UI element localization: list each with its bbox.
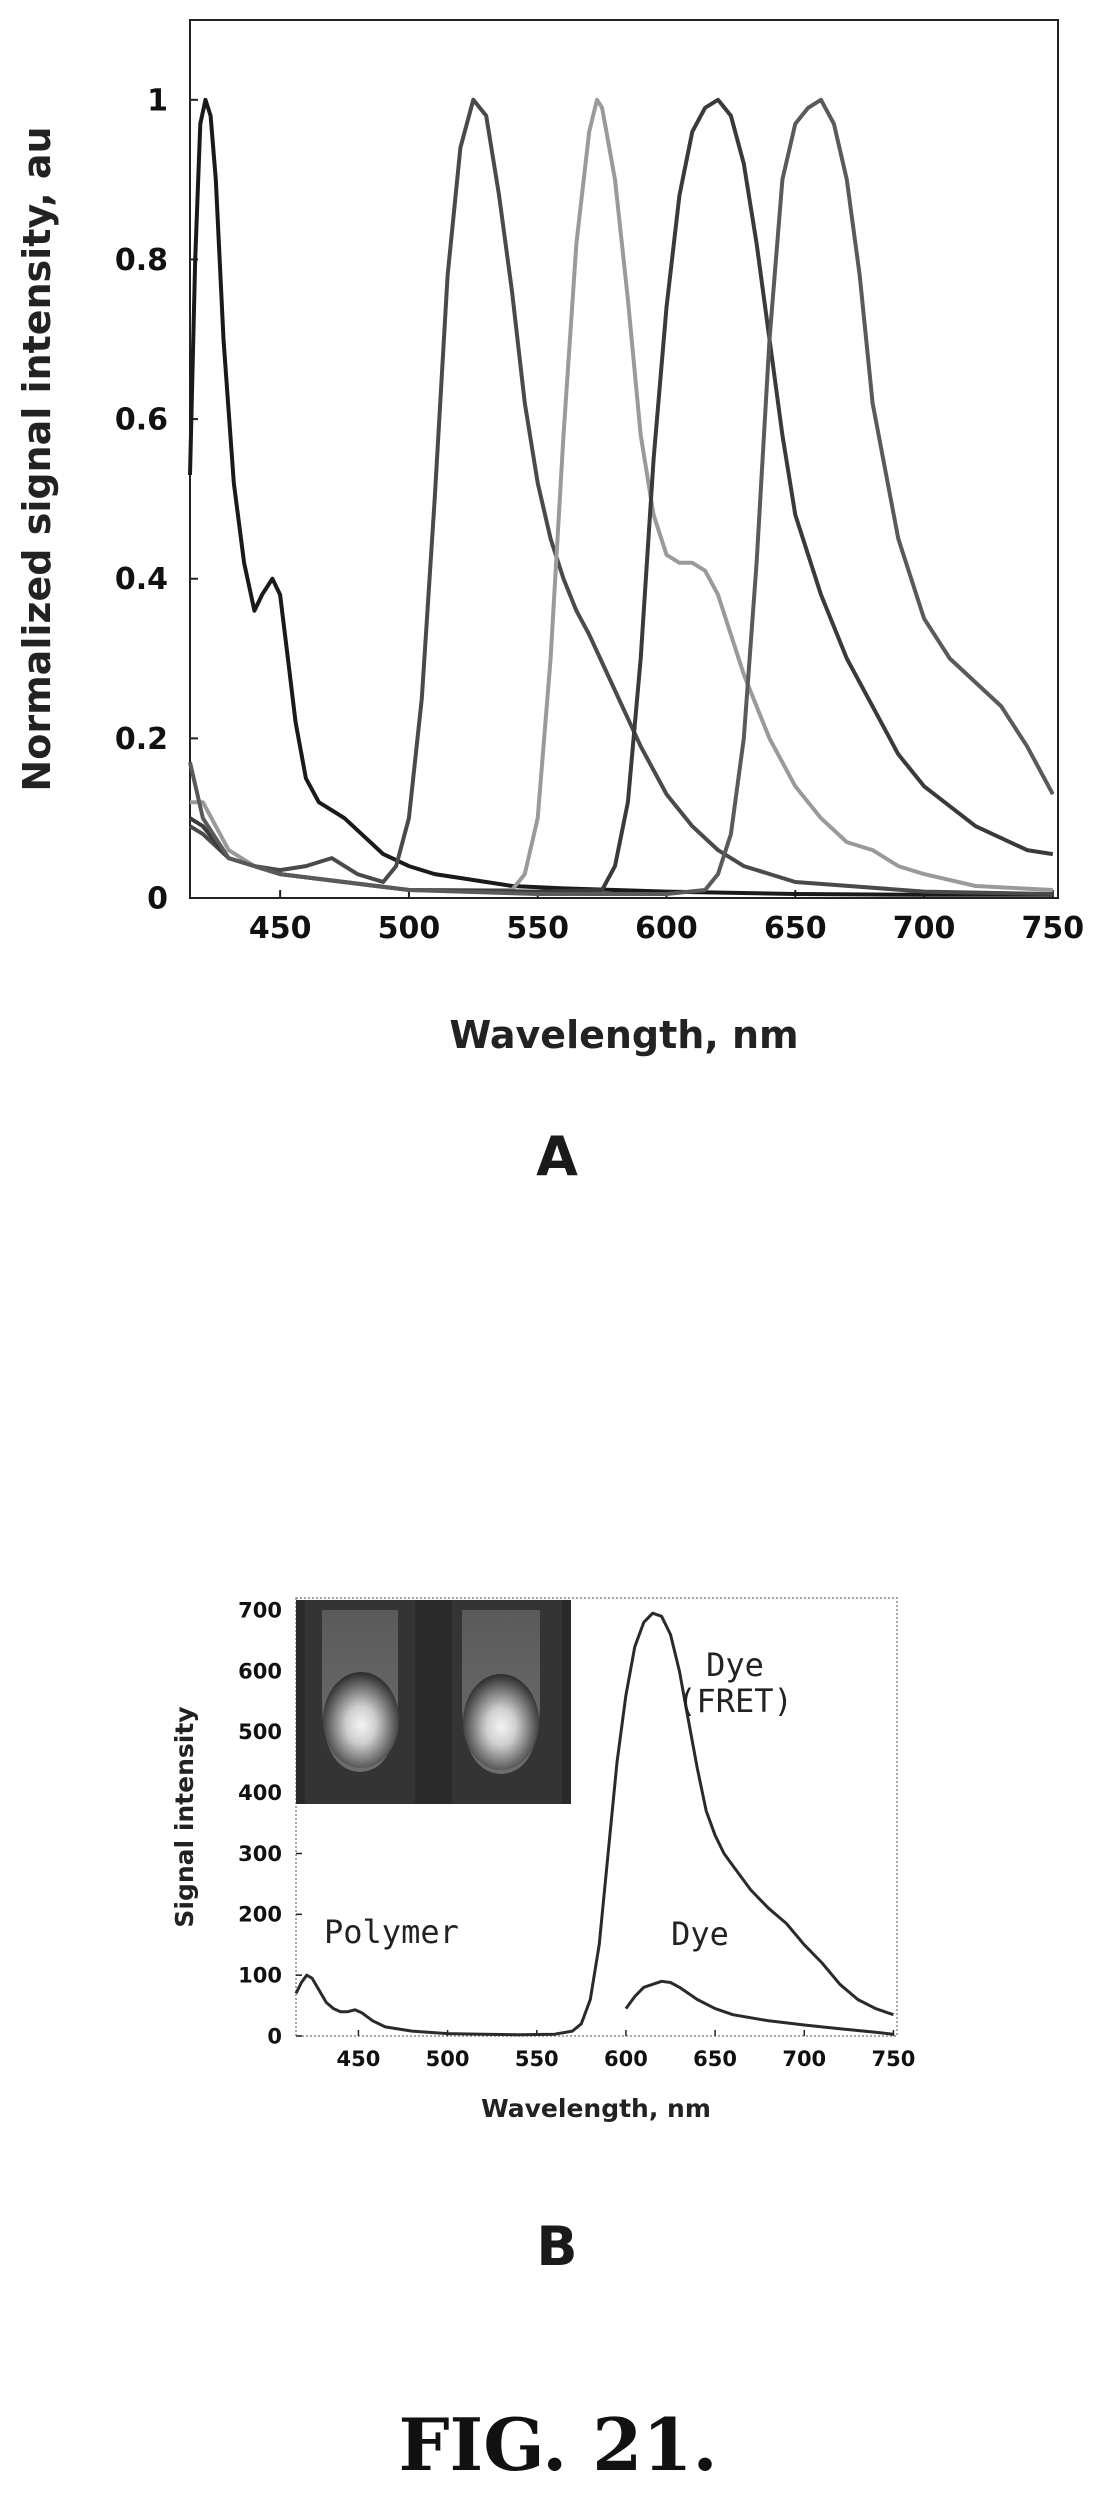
panel-a-plot-frame (189, 19, 1059, 899)
panel-b-series-group (294, 1611, 894, 2037)
panel-a-y-axis-title: Normalized signal intensity, au (15, 126, 59, 791)
annotation-polymer: Polymer (324, 1913, 459, 1951)
x-tick-label: 500 (426, 2047, 470, 2071)
panel-b: 0 100 200 300 400 500 600 700 450 500 550 600 650 70… (170, 1597, 915, 2278)
x-tick-label: 750 (872, 2047, 916, 2071)
x-tick-label: 600 (635, 911, 698, 946)
y-tick-label: 600 (238, 1659, 282, 1683)
series-line-3 (190, 97, 1053, 892)
series-line-2 (188, 97, 1053, 896)
panel-b-x-ticks: 450 500 550 600 650 700 750 (336, 2030, 915, 2071)
y-tick-label: 0.4 (115, 562, 168, 597)
y-tick-label: 400 (238, 1781, 282, 1805)
annotation-dye: Dye (671, 1915, 729, 1953)
x-tick-label: 750 (1022, 911, 1085, 946)
inset-photo (296, 1600, 571, 1804)
y-tick-label: 100 (238, 1964, 282, 1988)
y-tick-label: 500 (238, 1720, 282, 1744)
series-line-5 (188, 97, 1055, 896)
series-line-1 (188, 97, 1053, 897)
y-tick-label: 700 (238, 1599, 282, 1623)
panel-b-label: B (536, 2215, 577, 2278)
x-tick-label: 700 (782, 2047, 826, 2071)
y-tick-label: 0 (147, 882, 168, 917)
y-tick-label: 0 (267, 2024, 282, 2048)
y-tick-label: 0.6 (115, 403, 168, 438)
x-tick-label: 550 (506, 911, 569, 946)
panel-b-plot-frame (295, 1597, 898, 2037)
series-line-2 (624, 1979, 894, 2036)
x-tick-label: 550 (515, 2047, 559, 2071)
panel-a-label: A (536, 1125, 578, 1188)
x-tick-label: 650 (693, 2047, 737, 2071)
panel-b-y-axis-title: Signal intensity (170, 1706, 199, 1927)
y-tick-label: 1 (147, 83, 168, 118)
x-tick-label: 450 (249, 911, 312, 946)
panel-a-series-group (188, 97, 1055, 897)
panel-a-x-ticks: 450 500 550 600 650 700 750 (249, 890, 1084, 946)
x-tick-label: 450 (336, 2047, 380, 2071)
panel-b-x-axis-title: Wavelength, nm (481, 2094, 711, 2123)
series-line-4 (188, 97, 1054, 894)
x-tick-label: 650 (764, 911, 827, 946)
y-tick-label: 300 (238, 1842, 282, 1866)
x-tick-label: 600 (604, 2047, 648, 2071)
series-line-1 (294, 1611, 894, 2037)
panel-b-y-ticks: 0 100 200 300 400 500 600 700 (238, 1599, 302, 2048)
y-tick-label: 200 (238, 1903, 282, 1927)
x-tick-label: 700 (893, 911, 956, 946)
figure-caption: FIG. 21. (398, 2402, 717, 2487)
x-tick-label: 500 (378, 911, 441, 946)
panel-a: 0 0.2 0.4 0.6 0.8 1 450 500 550 600 650 700 750 Nor… (15, 19, 1084, 1188)
annotation-dye-fret-line2: (FRET) (677, 1682, 793, 1720)
panel-a-y-ticks: 0 0.2 0.4 0.6 0.8 1 (115, 83, 198, 917)
y-tick-label: 0.2 (115, 722, 168, 757)
y-tick-label: 0.8 (115, 243, 168, 278)
panel-a-x-axis-title: Wavelength, nm (449, 1013, 798, 1057)
annotation-dye-fret-line1: Dye (706, 1646, 764, 1684)
